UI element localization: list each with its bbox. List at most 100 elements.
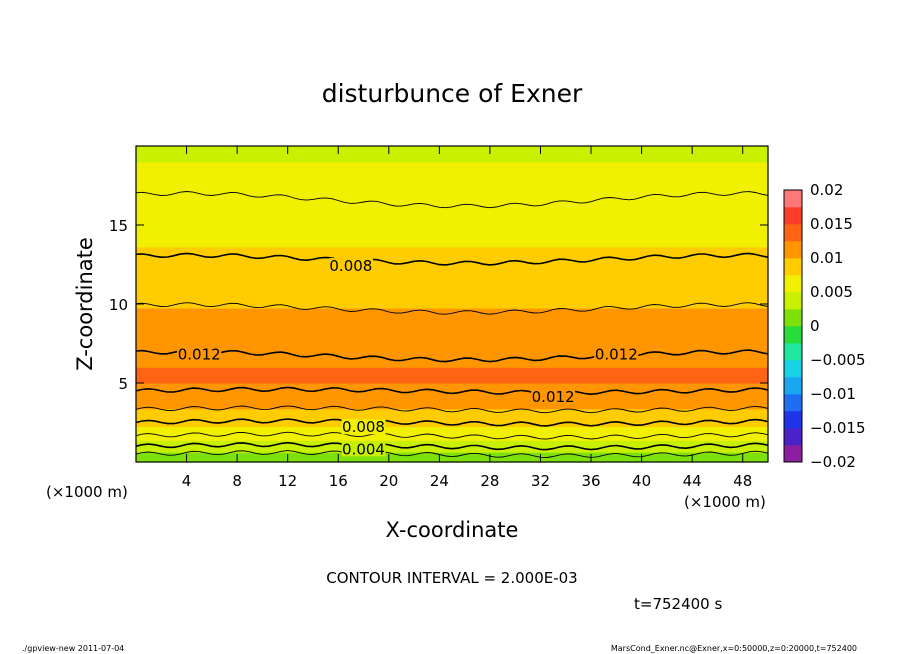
band [136,353,768,356]
colorbar-swatch [784,411,802,429]
colorbar-tick-label: 0.015 [810,215,853,233]
band [136,197,768,200]
x-axis: 4 8 12 16 20 24 28 32 36 40 44 48 [182,146,752,490]
band [136,379,768,382]
band [136,260,768,264]
band [136,430,768,433]
y-axis-label: Z-coordinate [73,237,97,371]
band [136,185,768,189]
colorbar-swatch [784,207,802,225]
band [136,223,768,226]
x-tick-label: 24 [430,472,449,490]
band [136,404,768,408]
contour-line [135,191,769,209]
band [136,290,768,293]
contour-line [135,441,769,451]
band [136,307,768,311]
band [136,390,768,394]
band [136,274,768,277]
band [136,373,768,376]
band [136,276,768,279]
band [136,428,768,431]
band [136,396,768,400]
band [136,173,768,177]
band [136,452,768,455]
band [136,440,768,443]
band [136,211,768,214]
x-unit-left: (×1000 m) [46,483,128,501]
contour-line [135,349,769,363]
band [136,264,768,268]
colorbar-tick-label: 0.005 [810,283,853,301]
band [136,195,768,198]
colorbar-swatch [784,394,802,412]
band [136,296,768,299]
contour-line [135,450,769,458]
band [136,209,768,212]
band [136,230,768,234]
colorbar-swatch [784,190,802,208]
band [136,420,768,424]
band [136,157,768,161]
y-tick-label: 5 [118,375,128,393]
band [136,383,768,386]
colorbar-swatch [784,445,802,463]
band [136,219,768,222]
band [136,400,768,404]
band [136,189,768,193]
band [136,343,768,347]
band [136,177,768,181]
band [136,365,768,368]
band [136,256,768,260]
band [136,268,768,272]
band [136,412,768,416]
band [136,355,768,358]
band [136,406,768,410]
contour-label-bg [328,258,373,274]
band [136,460,768,463]
band [136,321,768,325]
band [136,292,768,295]
band [136,199,768,202]
band [136,221,768,224]
contour-line [135,418,769,427]
band [136,309,768,313]
band [136,282,768,285]
band [136,456,768,459]
band [136,169,768,173]
contour-line [135,252,769,266]
band [136,313,768,317]
band [136,179,768,183]
contour-line [135,405,769,414]
band [136,422,768,426]
band [136,236,768,240]
band [136,193,768,196]
band [136,335,768,339]
colorbar-tick-label: −0.01 [810,385,856,403]
band [136,333,768,337]
band [136,151,768,155]
colorbar-tick-label: 0.01 [810,249,843,267]
band [136,213,768,216]
band [136,203,768,206]
band [136,408,768,412]
colorbar-swatch [784,224,802,242]
band [136,347,768,351]
band [136,416,768,420]
band [136,226,768,230]
colorbar-tick-label: −0.015 [810,419,866,437]
band [136,298,768,301]
colorbar-tick-label: 0 [810,317,820,335]
colorbar-tick-label: −0.02 [810,453,856,471]
colorbar-swatch [784,343,802,361]
contour-line [135,302,769,315]
band [136,288,768,291]
band [136,371,768,374]
band [136,418,768,422]
band [136,280,768,283]
band [136,161,768,165]
band [136,207,768,210]
band [136,442,768,445]
band [136,381,768,384]
